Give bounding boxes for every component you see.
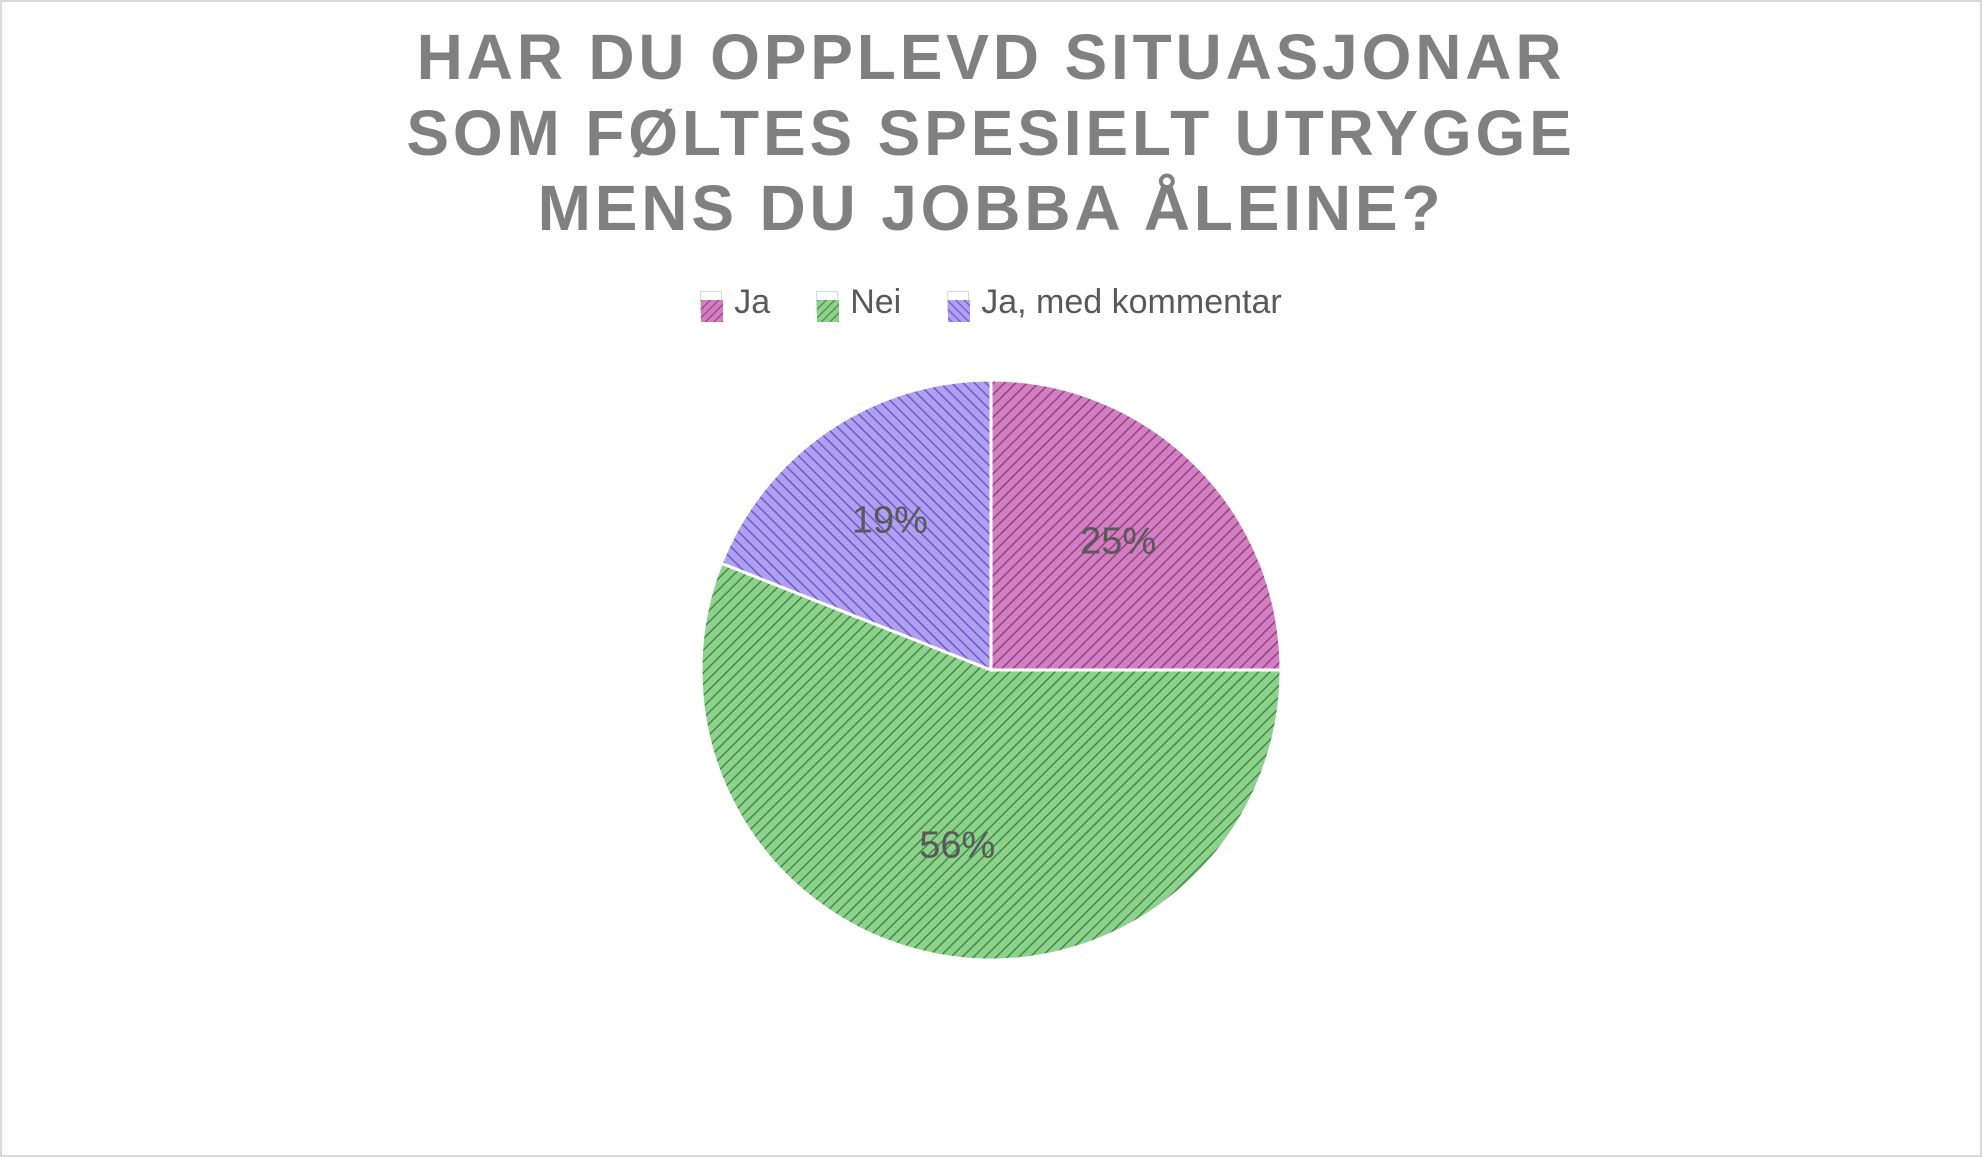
legend-label: Ja, med kommentar — [981, 283, 1281, 322]
legend-label: Nei — [850, 283, 901, 322]
legend-swatch — [816, 291, 838, 313]
chart-title: HAR DU OPPLEVD SITUASJONAR SOM FØLTES SP… — [406, 20, 1575, 247]
pie-chart: 25% 56% 19% — [701, 380, 1281, 960]
pie-slice-label: 25% — [1080, 521, 1156, 564]
chart-legend: Ja Nei Ja, med kommentar — [700, 283, 1281, 322]
legend-swatch — [700, 291, 722, 313]
legend-swatch — [947, 291, 969, 313]
pie-slice-label: 56% — [919, 825, 995, 868]
pie-slice-label: 19% — [852, 499, 928, 542]
chart-frame: HAR DU OPPLEVD SITUASJONAR SOM FØLTES SP… — [0, 0, 1982, 1157]
legend-item: Ja, med kommentar — [947, 283, 1281, 322]
legend-label: Ja — [734, 283, 770, 322]
legend-item: Ja — [700, 283, 770, 322]
legend-item: Nei — [816, 283, 901, 322]
